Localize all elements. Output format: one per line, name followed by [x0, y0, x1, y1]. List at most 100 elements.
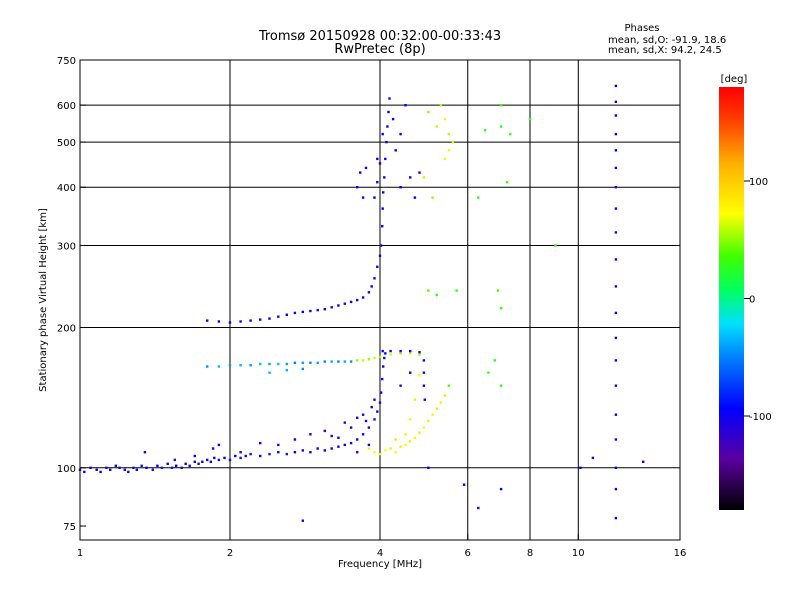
- x-axis-label: Frequency [MHz]: [338, 559, 422, 570]
- chart-title: Tromsø 20150928 00:32:00-00:33:43: [258, 29, 501, 44]
- data-point: [614, 384, 618, 387]
- data-point: [614, 413, 618, 416]
- data-point: [349, 426, 353, 429]
- y-tick-label: 200: [57, 324, 76, 335]
- data-point: [443, 394, 447, 397]
- data-point: [132, 466, 135, 469]
- data-point: [394, 149, 397, 152]
- data-point: [381, 349, 384, 353]
- y-axis-label: Stationary phase Virtual Height [km]: [38, 208, 49, 392]
- data-point: [394, 438, 397, 441]
- data-point: [614, 84, 618, 88]
- data-point: [409, 176, 412, 179]
- data-point: [378, 355, 382, 359]
- data-point: [376, 265, 379, 268]
- data-point: [217, 458, 221, 462]
- data-point: [506, 181, 509, 184]
- data-point: [309, 309, 312, 313]
- chart-subtitle: RwPretec (8p): [334, 42, 425, 57]
- data-point: [337, 445, 340, 448]
- data-point: [123, 468, 126, 471]
- data-point: [361, 296, 365, 299]
- data-point: [301, 310, 304, 314]
- data-point: [614, 186, 618, 189]
- data-point: [228, 364, 232, 367]
- data-point: [427, 110, 430, 114]
- data-point: [409, 371, 412, 374]
- data-point: [99, 470, 102, 474]
- y-tick-label: 100: [57, 464, 76, 475]
- data-point: [381, 225, 384, 228]
- y-tick-label: 600: [57, 101, 76, 112]
- data-point: [285, 362, 288, 366]
- data-point: [370, 405, 373, 409]
- data-point: [239, 364, 242, 367]
- data-point: [309, 361, 312, 364]
- data-point: [349, 300, 353, 304]
- data-point: [388, 97, 391, 100]
- data-point: [427, 289, 430, 292]
- data-point: [356, 416, 359, 419]
- data-point: [301, 519, 304, 522]
- data-point: [330, 434, 333, 438]
- data-point: [614, 207, 618, 210]
- data-point: [614, 258, 618, 261]
- data-point: [422, 426, 426, 429]
- data-point: [293, 438, 297, 441]
- data-point: [151, 468, 154, 471]
- data-point: [435, 125, 438, 128]
- data-point: [462, 483, 466, 486]
- data-point: [323, 360, 326, 363]
- data-point: [435, 293, 438, 297]
- data-point: [439, 104, 443, 107]
- data-point: [173, 458, 176, 462]
- data-point: [378, 401, 382, 404]
- data-point: [376, 157, 379, 161]
- data-point: [614, 487, 618, 491]
- data-point: [364, 166, 368, 170]
- data-point: [206, 319, 209, 322]
- data-point: [422, 176, 426, 179]
- data-point: [105, 466, 108, 469]
- data-point: [373, 356, 376, 360]
- data-point: [373, 277, 376, 280]
- y-tick-label: 500: [57, 138, 76, 149]
- data-point: [277, 315, 280, 318]
- data-point: [418, 353, 421, 356]
- data-point: [277, 443, 280, 447]
- data-point: [193, 460, 196, 463]
- data-point: [268, 362, 271, 366]
- data-point: [409, 418, 412, 421]
- data-point: [367, 426, 371, 429]
- data-point: [364, 419, 368, 423]
- data-point: [383, 356, 386, 360]
- data-point: [95, 468, 98, 471]
- data-point: [293, 451, 297, 454]
- data-point: [301, 367, 304, 371]
- data-point: [330, 447, 333, 450]
- x-tick-label: 16: [674, 548, 687, 559]
- data-point: [277, 362, 280, 366]
- data-point: [343, 421, 346, 424]
- data-point: [188, 464, 191, 467]
- data-point: [439, 401, 443, 404]
- data-point: [614, 466, 618, 469]
- data-point: [127, 470, 130, 474]
- y-tick-label: 75: [63, 522, 76, 533]
- data-point: [356, 451, 359, 454]
- data-point: [143, 451, 147, 454]
- data-point: [83, 470, 86, 474]
- data-point: [422, 371, 426, 374]
- data-point: [427, 419, 430, 423]
- data-point: [135, 468, 138, 471]
- colorbar-tick-label: -100: [749, 412, 772, 423]
- data-point: [293, 361, 297, 364]
- data-point: [382, 191, 385, 194]
- data-point: [386, 125, 389, 128]
- data-point: [443, 117, 447, 121]
- data-point: [356, 359, 359, 362]
- data-point: [268, 317, 271, 320]
- data-point: [378, 162, 382, 165]
- y-tick-label: 400: [57, 183, 76, 194]
